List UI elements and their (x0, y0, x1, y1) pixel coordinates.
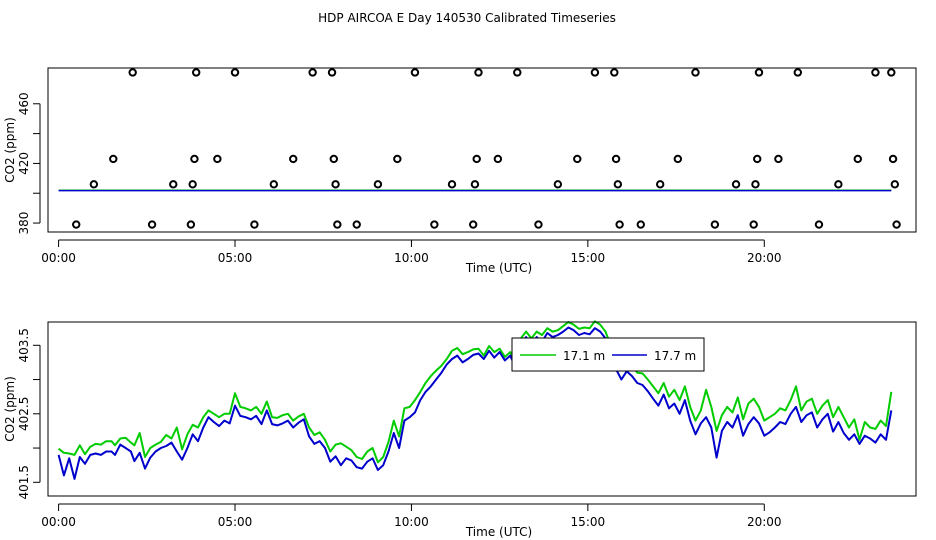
flag-point (513, 68, 522, 77)
flag-point (393, 154, 402, 164)
x-tick-label: 15:00 (571, 251, 606, 265)
flag-point (333, 220, 342, 229)
flag-point (289, 154, 298, 164)
flag-point (751, 180, 760, 189)
legend-label: 17.7 m (654, 349, 696, 363)
flag-point (871, 68, 880, 77)
legend: 17.1 m 17.7 m (511, 337, 705, 372)
bottom-series-blue (57, 326, 893, 480)
legend-label: 17.1 m (563, 349, 605, 363)
flag-point (72, 220, 81, 229)
flag-point (673, 154, 683, 164)
flag-point (892, 220, 901, 229)
flag-point (250, 220, 259, 229)
flag-point (470, 180, 480, 189)
flag-point (329, 154, 339, 164)
flag-point (888, 154, 898, 164)
flag-point (430, 220, 439, 229)
flag-point (887, 68, 896, 77)
flag-point (534, 220, 543, 229)
top-y-axis-label: CO2 (ppm) (3, 117, 17, 183)
flag-point (754, 68, 764, 77)
flag-point (472, 154, 481, 164)
flag-point (109, 154, 118, 164)
flag-point (710, 220, 720, 229)
panel-bottom: 00:00 05:00 10:00 15:00 20:00 Time (UTC) 401.5… (3, 320, 917, 539)
flag-point (447, 180, 457, 189)
x-tick-label: 10:00 (394, 251, 429, 265)
y-tick-label: 380 (17, 212, 31, 235)
flag-point (814, 220, 824, 229)
top-x-axis-label: Time (UTC) (465, 261, 532, 275)
flag-point (308, 68, 317, 77)
flag-point (373, 180, 383, 189)
flag-point (352, 220, 361, 229)
flag-point (474, 68, 483, 77)
flag-point (793, 68, 802, 77)
bottom-y-axis-label: CO2 (ppm) (3, 376, 17, 442)
bottom-plot-frame (47, 321, 917, 497)
flag-point (749, 220, 758, 229)
flag-point (190, 154, 199, 164)
y-tick-label: 402.5 (17, 397, 31, 431)
flag-point (691, 68, 700, 77)
flag-point (590, 68, 600, 77)
flag-point (128, 68, 137, 77)
y-tick-label: 401.5 (17, 465, 31, 499)
flag-point (230, 68, 240, 77)
flag-point (890, 180, 900, 189)
x-tick-label: 20:00 (747, 515, 782, 529)
flag-point (615, 220, 624, 229)
flag-point (774, 154, 783, 164)
flag-point (655, 180, 665, 189)
flag-point (553, 180, 563, 189)
y-tick-label: 403.5 (17, 328, 31, 362)
flag-point (331, 180, 340, 189)
flag-point (89, 180, 99, 189)
x-tick-label: 10:00 (394, 515, 429, 529)
flag-point (327, 68, 337, 77)
top-plot-frame (47, 67, 917, 233)
flag-point (573, 154, 582, 164)
flag-point (636, 220, 645, 229)
flag-point (610, 68, 619, 77)
flag-point (613, 180, 623, 189)
y-tick-label: 420 (17, 152, 31, 175)
flag-point (410, 68, 420, 77)
flag-point (468, 220, 478, 229)
flag-point (269, 180, 279, 189)
figure-title: HDP AIRCOA E Day 140530 Calibrated Times… (318, 11, 616, 25)
flag-point (753, 154, 762, 164)
y-tick-label: 460 (17, 92, 31, 115)
x-tick-label: 00:00 (41, 251, 76, 265)
flag-point (611, 154, 621, 164)
flag-point (186, 220, 196, 229)
flag-point (493, 154, 503, 164)
x-tick-label: 15:00 (571, 515, 606, 529)
x-tick-label: 05:00 (218, 515, 253, 529)
flag-point (731, 180, 741, 189)
bottom-series-green (57, 320, 893, 464)
flag-point (147, 220, 157, 229)
x-tick-label: 20:00 (747, 251, 782, 265)
panel-top: 00:00 05:00 10:00 15:00 20:00 Time (UTC) 380 42… (3, 67, 917, 275)
flag-point (213, 154, 222, 164)
legend-box (511, 337, 705, 372)
flag-point (169, 180, 178, 189)
bottom-x-axis-label: Time (UTC) (465, 525, 532, 539)
x-tick-label: 00:00 (41, 515, 76, 529)
flag-point (834, 180, 843, 189)
flag-point (191, 68, 201, 77)
x-tick-label: 05:00 (218, 251, 253, 265)
flag-point (853, 154, 862, 164)
flag-point (188, 180, 197, 189)
